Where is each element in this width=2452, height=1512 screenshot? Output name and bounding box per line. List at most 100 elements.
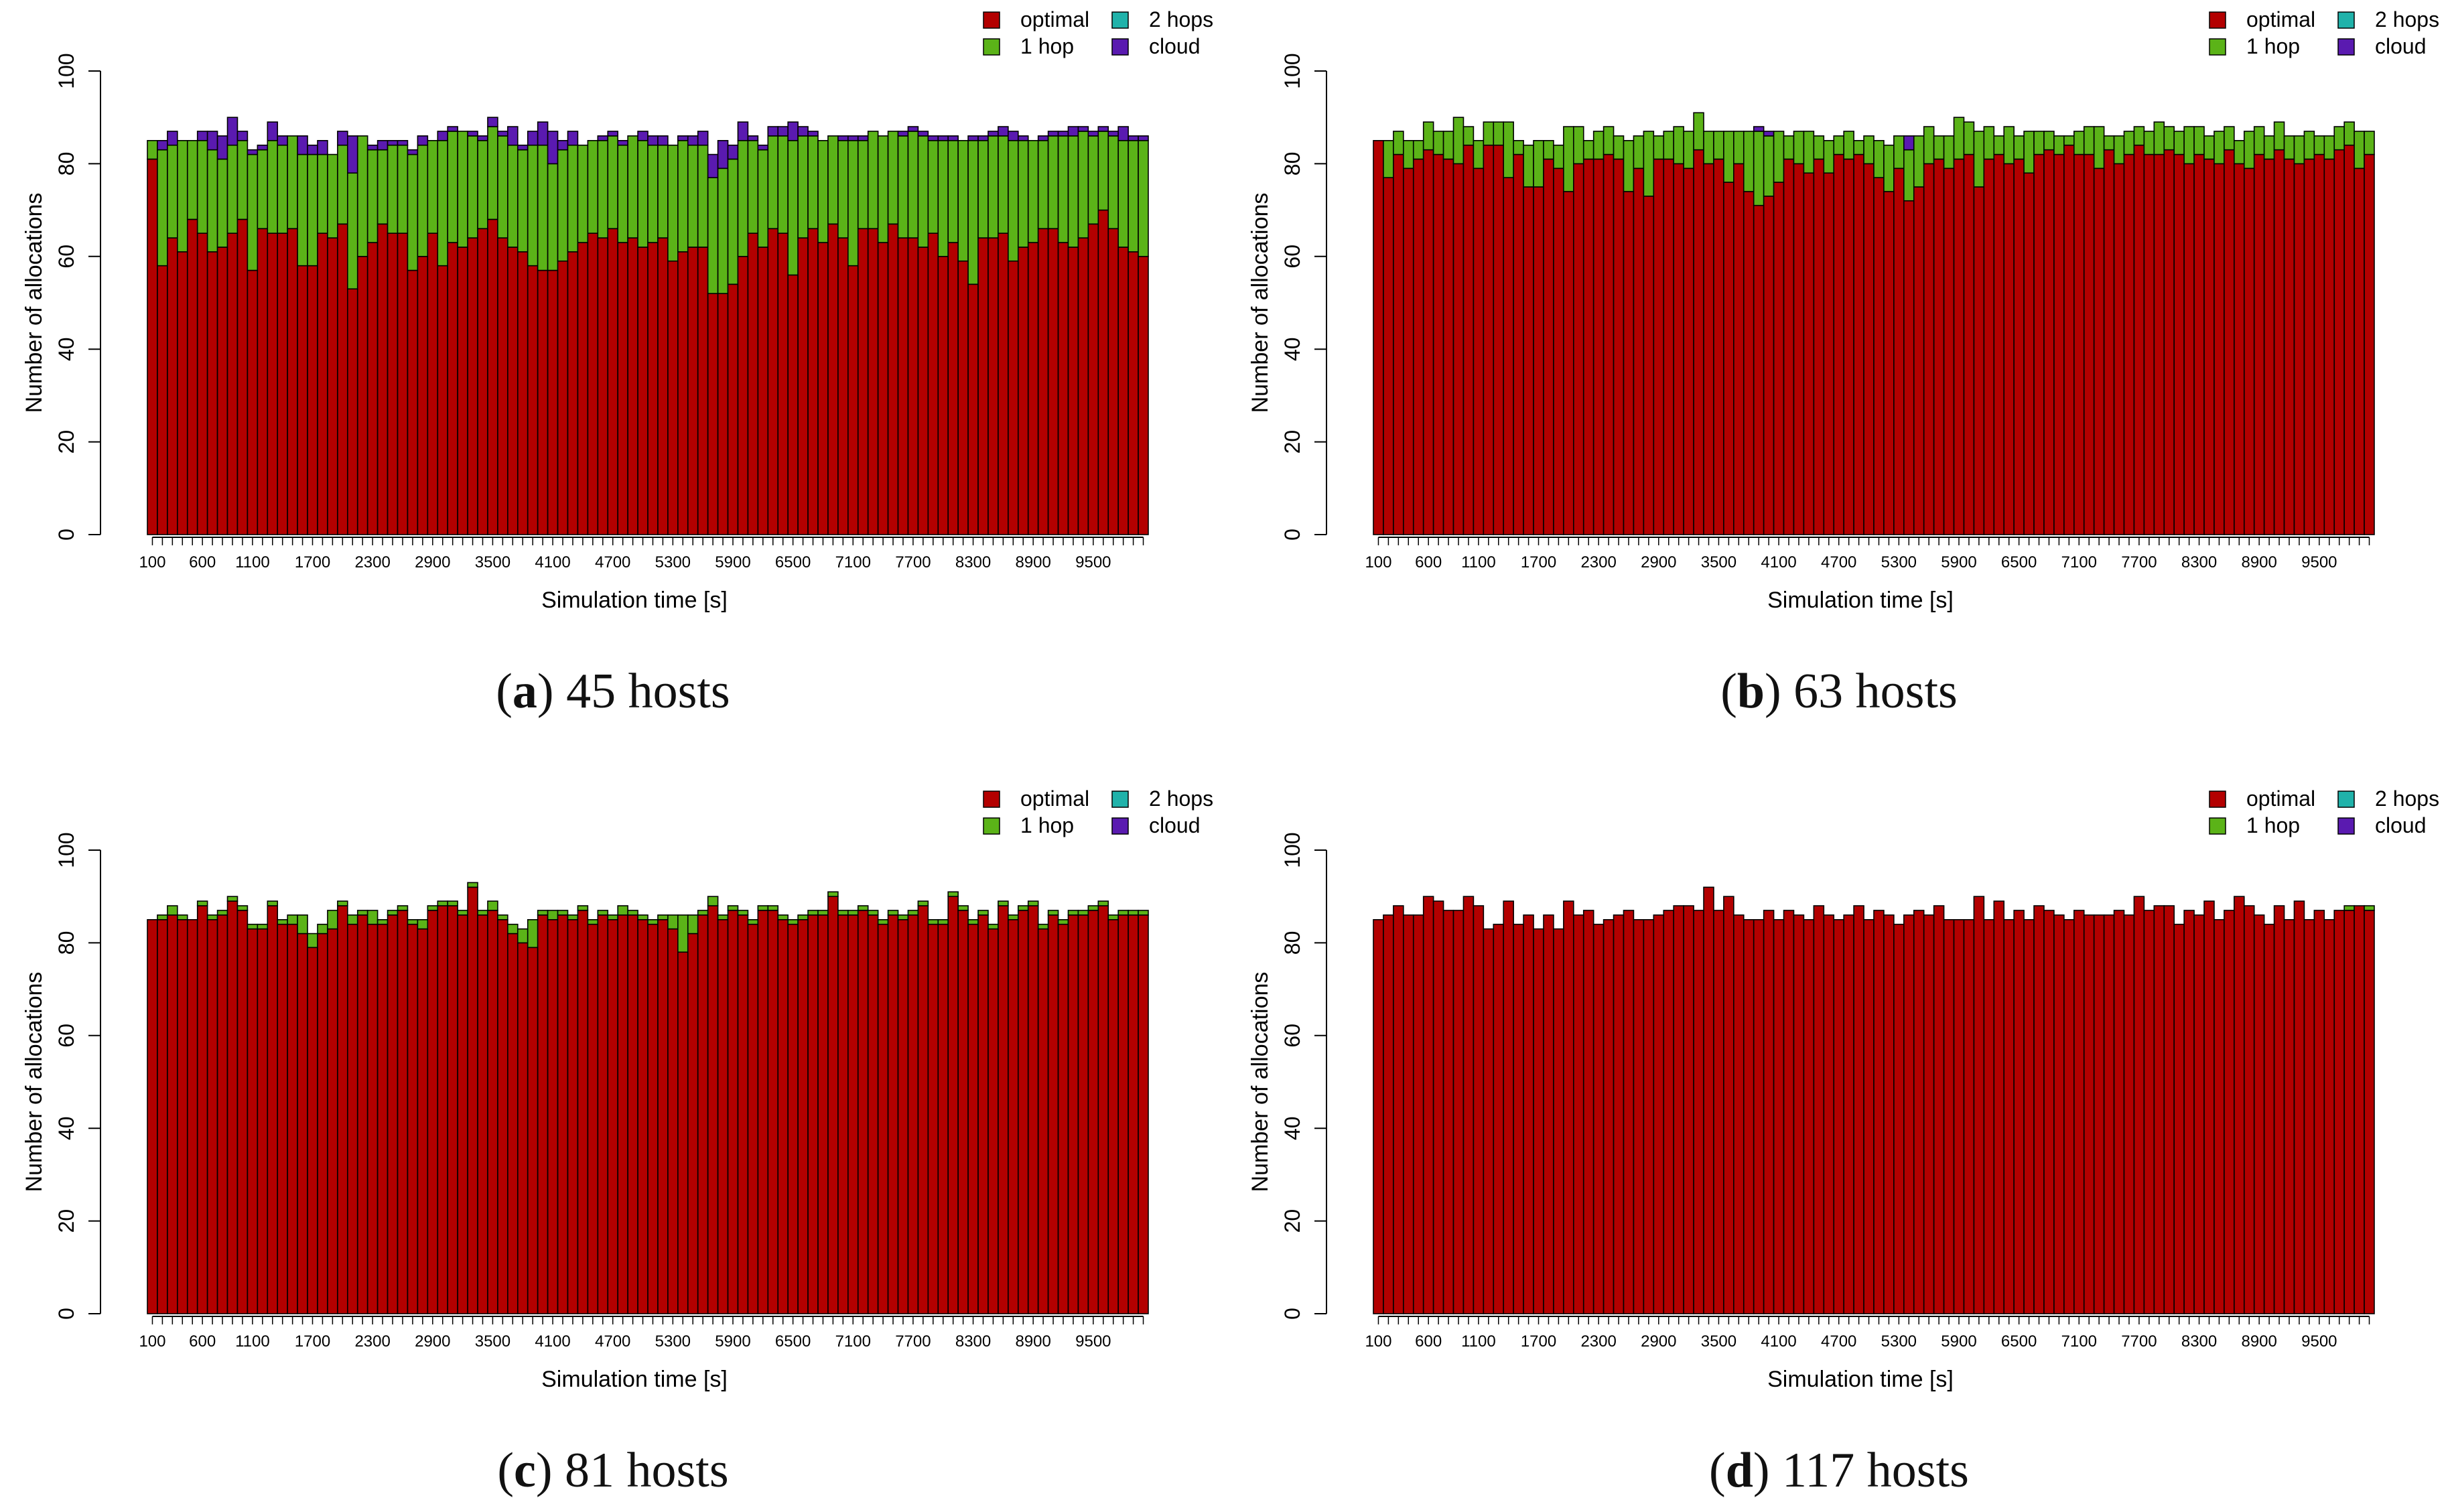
bar-optimal-9600	[2323, 158, 2335, 535]
bar-1-hop-1300	[267, 140, 279, 234]
bar-optimal-3500	[487, 218, 498, 535]
bar-optimal-500	[186, 919, 198, 1314]
bar-optimal-500	[1412, 158, 1424, 535]
bar-optimal-7700	[2133, 896, 2145, 1314]
bar-1-hop-6800	[817, 140, 829, 243]
y-axis-label: Number of allocations	[21, 972, 47, 1192]
bar-optimal-8800	[1017, 910, 1029, 1314]
bar-1-hop-1500	[287, 914, 298, 925]
caption-b-text: 63 hosts	[1793, 664, 1958, 719]
x-tick-label: 4100	[535, 553, 570, 571]
bar-1-hop-9000	[1037, 140, 1049, 230]
bar-cloud-3900	[1753, 126, 1765, 132]
bar-optimal-200	[157, 919, 168, 1314]
bar-optimal-2000	[1563, 191, 1574, 535]
bar-optimal-1500	[1513, 923, 1524, 1314]
bar-optimal-4400	[577, 242, 589, 535]
bar-optimal-3400	[477, 914, 488, 1314]
x-tick-label: 1100	[235, 553, 270, 571]
bar-1-hop-1800	[317, 923, 328, 935]
bar-1-hop-5400	[1903, 149, 1915, 202]
bar-cloud-1700	[307, 144, 318, 155]
bar-optimal-6300	[1993, 900, 2005, 1314]
bar-1-hop-7600	[897, 135, 909, 238]
x-tick-label: 8300	[2181, 1332, 2217, 1351]
bar-optimal-7300	[867, 228, 879, 535]
bar-cloud-5700	[707, 153, 719, 178]
bar-optimal-5600	[697, 247, 709, 535]
bar-optimal-6200	[1983, 158, 1995, 535]
x-axis-label: Simulation time [s]	[541, 1367, 728, 1392]
bar-optimal-500	[186, 218, 198, 535]
bar-cloud-600	[196, 131, 208, 141]
bar-1-hop-2800	[417, 919, 429, 930]
bar-optimal-7400	[2103, 149, 2115, 535]
bar-cloud-4600	[597, 135, 609, 141]
bar-optimal-4800	[1843, 158, 1854, 535]
x-tick-label: 4700	[595, 553, 630, 571]
bar-optimal-600	[196, 905, 208, 1314]
x-tick-label: 8900	[1015, 553, 1050, 571]
bar-1-hop-9800	[1117, 910, 1129, 916]
bar-1-hop-2000	[337, 144, 348, 225]
bar-optimal-5000	[637, 247, 649, 535]
bar-cloud-6000	[737, 121, 749, 141]
bar-optimal-3500	[1713, 910, 1724, 1314]
bar-optimal-8500	[987, 237, 999, 535]
bar-optimal-9200	[2283, 158, 2295, 535]
x-tick-label: 5900	[1941, 1332, 1976, 1351]
x-tick-label: 7100	[835, 553, 871, 571]
bar-1-hop-7200	[2083, 126, 2095, 155]
x-axis-label: Simulation time [s]	[541, 588, 728, 613]
legend-label-optimal: optimal	[1020, 786, 1089, 811]
bar-optimal-4700	[607, 919, 618, 1314]
bar-cloud-3900	[527, 131, 539, 146]
x-tick-label: 600	[1415, 1332, 1442, 1351]
x-tick-label: 5300	[655, 1332, 691, 1351]
bar-1-hop-3900	[1753, 131, 1765, 206]
bar-1-hop-1600	[297, 914, 308, 935]
bar-1-hop-300	[167, 144, 178, 238]
bar-optimal-9300	[2293, 163, 2305, 535]
x-tick-label: 7700	[2121, 1332, 2157, 1351]
bar-optimal-3200	[457, 247, 468, 535]
bar-cloud-4000	[537, 121, 549, 146]
bar-optimal-3000	[1663, 910, 1675, 1314]
bar-1-hop-3900	[527, 144, 539, 267]
bar-optimal-1500	[287, 228, 298, 535]
bar-1-hop-7900	[927, 140, 939, 234]
bar-optimal-1100	[247, 269, 259, 535]
bar-optimal-8400	[2203, 158, 2215, 535]
bar-cloud-2100	[346, 135, 358, 174]
bar-cloud-4300	[567, 131, 579, 146]
bar-optimal-5700	[707, 905, 719, 1314]
bar-1-hop-5900	[727, 158, 739, 285]
x-tick-label: 5900	[1941, 553, 1976, 571]
legend-swatch-1-hop	[2209, 38, 2226, 56]
bar-cloud-9700	[1107, 131, 1119, 137]
x-tick-label: 1700	[295, 553, 330, 571]
bar-optimal-5600	[1923, 163, 1935, 535]
legend-swatch-2-hops	[1111, 11, 1129, 29]
bar-1-hop-1200	[1483, 121, 1495, 146]
legend-swatch-1-hop	[983, 38, 1000, 56]
bar-optimal-4300	[1793, 163, 1805, 535]
bar-1-hop-7900	[927, 919, 939, 925]
bar-1-hop-1100	[247, 153, 259, 271]
x-tick-label: 7700	[895, 553, 931, 571]
bar-1-hop-7500	[2113, 135, 2125, 165]
bar-cloud-300	[167, 131, 178, 146]
bar-optimal-4500	[587, 923, 599, 1314]
bar-optimal-2500	[387, 914, 399, 1314]
bar-optimal-4700	[1833, 153, 1844, 535]
bar-1-hop-1200	[257, 923, 269, 930]
bar-optimal-5400	[1903, 200, 1915, 535]
bar-optimal-700	[206, 919, 218, 1314]
bar-optimal-2100	[1572, 163, 1584, 535]
bar-1-hop-5200	[657, 914, 669, 920]
bar-optimal-1100	[1473, 167, 1485, 535]
bar-1-hop-800	[1442, 131, 1454, 160]
bar-optimal-10000	[1138, 255, 1149, 535]
bar-1-hop-1000	[236, 905, 249, 911]
bar-1-hop-9300	[2293, 135, 2305, 165]
